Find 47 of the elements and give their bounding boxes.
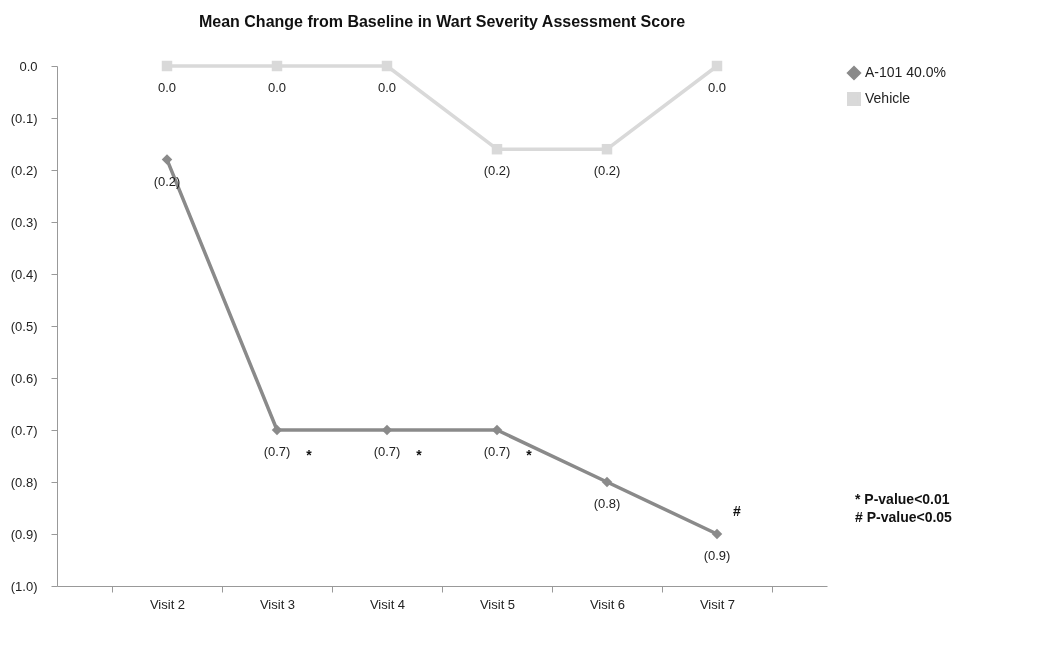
y-tick-label: (0.4) <box>10 266 38 282</box>
point <box>381 60 393 72</box>
x-tick-label: Visit 2 <box>149 596 186 612</box>
y-tick-label: (0.8) <box>10 474 38 490</box>
y-tick-label: (0.5) <box>10 318 38 334</box>
data-label: (0.2) <box>593 163 621 179</box>
y-tick-label: (0.7) <box>10 422 38 438</box>
data-label: (0.9) <box>703 548 731 563</box>
data-label: 0.0 <box>707 80 727 95</box>
data-label: (0.7) <box>483 444 511 459</box>
y-tick-label: 0.0 <box>19 58 38 74</box>
data-label: 0.0 <box>157 80 177 95</box>
legend-label: A-101 40.0% <box>865 64 946 80</box>
y-tick-label: (0.3) <box>10 214 38 230</box>
text: * P-value<0.01 <box>855 491 950 508</box>
y-tick-label: (0.2) <box>10 162 38 178</box>
data-label: (0.2) <box>153 173 181 189</box>
point <box>161 60 173 72</box>
data-label: (0.7) <box>263 444 291 459</box>
point <box>491 143 503 155</box>
data-label: (0.2) <box>483 163 511 179</box>
text: # P-value<0.05 <box>855 509 953 526</box>
y-tick-label: (0.6) <box>10 370 38 386</box>
y-tick-label: (0.1) <box>10 110 38 126</box>
point <box>601 143 613 155</box>
annotation: * <box>416 447 423 463</box>
point <box>271 60 283 72</box>
point <box>161 154 173 165</box>
data-label: (0.8) <box>593 496 621 511</box>
data-label: 0.0 <box>267 80 287 95</box>
annotation: * <box>526 447 533 463</box>
annotation: # <box>733 503 742 519</box>
chart-title: Mean Change from Baseline in Wart Severity Assessment Score <box>198 13 686 30</box>
x-tick-label: Visit 6 <box>589 596 626 612</box>
y-tick-label: (0.9) <box>10 526 38 542</box>
data-label: (0.7) <box>373 444 401 459</box>
data-label: 0.0 <box>377 80 397 95</box>
point <box>711 528 723 540</box>
y-tick-label: (1.0) <box>10 578 38 594</box>
point <box>711 60 723 72</box>
x-tick-label: Visit 7 <box>699 596 736 612</box>
annotation: * <box>306 447 313 463</box>
legend-label: Vehicle <box>865 90 911 106</box>
x-tick-label: Visit 4 <box>369 596 406 612</box>
x-tick-label: Visit 5 <box>479 596 516 612</box>
point <box>601 476 613 488</box>
x-tick-label: Visit 3 <box>259 596 296 612</box>
